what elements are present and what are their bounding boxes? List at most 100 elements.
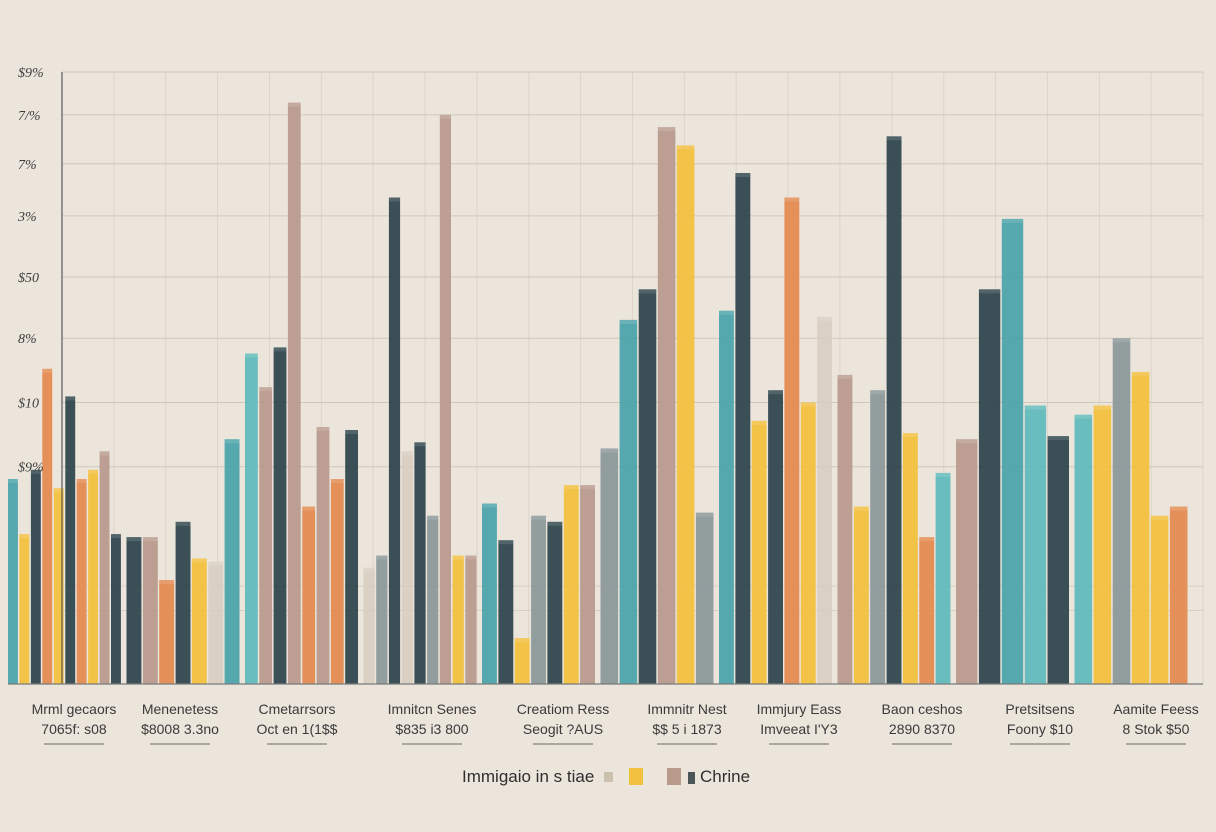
bar-cap-6-2 (751, 420, 767, 425)
bar-4-5 (563, 485, 579, 684)
category-value: Foony $10 (1007, 721, 1073, 737)
bar-9-5 (1169, 506, 1188, 684)
bar-cap-3-8 (465, 555, 477, 560)
bar-cap-2-1 (259, 387, 273, 392)
bar-cap-6-4 (784, 197, 800, 202)
legend-swatch (667, 768, 681, 785)
bar-0-5 (65, 396, 76, 684)
bar-cap-5-1 (619, 319, 638, 324)
bar-cap-3-1 (376, 555, 388, 560)
bar-7-0 (837, 374, 853, 684)
bar-cap-3-4 (414, 442, 426, 447)
bar-cap-2-6 (330, 479, 344, 483)
bar-cap-1-3 (175, 521, 191, 526)
bar-cap-4-6 (580, 485, 595, 490)
bar-cap-1-4 (191, 558, 207, 563)
bar-4-2 (514, 638, 530, 684)
bar-8-1 (978, 289, 1001, 684)
bar-cap-7-1 (853, 506, 869, 511)
bar-cap-5-2 (638, 289, 657, 294)
bar-6-2 (751, 420, 767, 684)
bar-5-5 (695, 512, 714, 684)
bar-0-4 (53, 488, 64, 684)
category-value: Seogit ?AUS (523, 721, 603, 737)
legend-swatch (688, 772, 695, 784)
bar-2-6 (330, 479, 344, 684)
bar-5-1 (619, 319, 638, 684)
bar-cap-7-3 (886, 136, 902, 141)
bar-cap-1-2 (159, 580, 175, 584)
bar-5-0 (600, 448, 619, 684)
legend-swatch (629, 768, 643, 785)
legend: Immigaio in s tiae Chrine (462, 767, 750, 786)
bar-cap-4-5 (563, 485, 579, 490)
category-name: Immjury Eass (757, 701, 842, 717)
bar-4-0 (482, 503, 497, 684)
bar-cap-9-0 (1074, 414, 1093, 419)
bar-6-1 (735, 173, 751, 684)
bar-0-2 (30, 469, 41, 684)
bar-0-8 (99, 451, 110, 684)
bar-4-6 (580, 485, 595, 684)
bar-3-2 (388, 197, 401, 684)
category-value: Oct en 1(1$$ (257, 721, 338, 737)
bar-3-7 (452, 555, 464, 684)
axes-layer: $9% 7/% 7% 3% $50 8% $10 $9% (8, 66, 1203, 685)
bar-3-4 (414, 442, 426, 684)
bar-2-5 (316, 427, 330, 684)
bar-cap-7-5 (919, 537, 935, 542)
bar-1-3 (175, 521, 191, 684)
bar-cap-0-1 (19, 534, 30, 539)
category-value: $8008 3.3no (141, 721, 219, 737)
bar-cap-6-6 (817, 316, 832, 321)
bar-2-7 (345, 430, 358, 684)
bar-2-3 (287, 102, 301, 685)
bar-cap-2-2 (273, 347, 287, 352)
bar-4-1 (498, 540, 514, 684)
bar-6-5 (800, 402, 816, 684)
bar-2-0 (245, 353, 258, 684)
bar-7-3 (886, 136, 902, 685)
bar-cap-7-2 (870, 390, 886, 395)
bar-cap-1-1 (142, 537, 158, 542)
bar-8-0 (956, 439, 978, 684)
bar-3-8 (465, 555, 477, 684)
bar-cap-2-0 (245, 353, 258, 358)
bar-2-1 (259, 387, 273, 684)
category-name: Menenetess (142, 701, 218, 717)
bar-cap-2-4 (302, 506, 316, 511)
bar-cap-0-7 (88, 469, 98, 474)
bar-6-3 (768, 390, 783, 684)
bar-3-0 (363, 567, 375, 684)
y-tick-label: $9% (18, 66, 44, 81)
bar-0-9 (111, 534, 121, 684)
bar-cap-2-7 (345, 430, 358, 434)
bar-cap-4-3 (531, 515, 546, 520)
bar-cap-8-3 (1024, 405, 1047, 410)
bar-0-1 (19, 534, 30, 684)
bar-cap-9-4 (1150, 515, 1169, 520)
bar-cap-9-5 (1169, 506, 1188, 511)
y-tick-label: 7/% (18, 109, 41, 124)
bar-cap-7-0 (837, 374, 853, 379)
bar-9-3 (1131, 371, 1150, 684)
bar-8-4 (1047, 436, 1069, 684)
bar-cap-6-0 (719, 310, 734, 315)
bar-5-4 (676, 145, 695, 684)
bar-cap-5-0 (600, 448, 619, 453)
bar-cap-0-3 (42, 368, 53, 373)
bar-9-2 (1112, 338, 1131, 684)
bar-cap-9-2 (1112, 338, 1131, 343)
category-name: Imnitcn Senes (388, 701, 477, 717)
bar-9-0 (1074, 414, 1093, 684)
category-value: Imveeat I'Y3 (760, 721, 838, 737)
bar-cap-8-1 (978, 289, 1001, 294)
bar-cap-0-0 (8, 479, 18, 483)
bar-7-6 (935, 472, 951, 684)
bar-cap-0-8 (99, 451, 110, 456)
bar-7-5 (919, 537, 935, 684)
category-value: 7065f: s08 (41, 721, 107, 737)
bar-cap-2-3 (287, 102, 301, 107)
bar-7-4 (902, 433, 918, 684)
bar-0-7 (88, 469, 98, 684)
